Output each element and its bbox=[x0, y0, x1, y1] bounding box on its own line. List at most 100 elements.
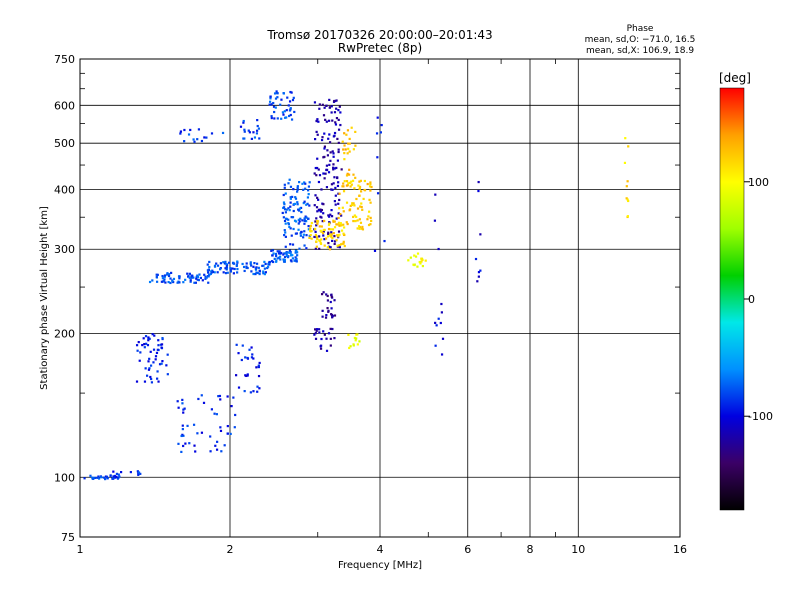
data-point bbox=[349, 185, 352, 188]
data-point bbox=[242, 137, 245, 140]
data-point bbox=[333, 176, 336, 179]
data-point bbox=[256, 390, 259, 393]
data-point bbox=[361, 228, 365, 231]
data-point bbox=[183, 407, 186, 410]
data-point bbox=[251, 353, 254, 356]
data-point bbox=[285, 254, 288, 257]
data-point bbox=[192, 423, 196, 426]
data-point bbox=[294, 256, 297, 259]
data-point bbox=[335, 116, 339, 120]
data-point bbox=[344, 148, 347, 151]
data-point bbox=[194, 450, 197, 453]
data-point bbox=[196, 275, 200, 279]
data-point bbox=[156, 377, 159, 380]
data-point bbox=[167, 274, 171, 278]
data-point bbox=[232, 261, 235, 264]
data-point bbox=[409, 256, 412, 259]
data-point bbox=[320, 208, 324, 212]
data-point bbox=[323, 238, 326, 241]
data-point bbox=[268, 260, 271, 264]
data-point bbox=[220, 450, 223, 453]
data-point bbox=[119, 470, 123, 474]
colorbar-tick-label: -100 bbox=[748, 410, 773, 423]
data-point bbox=[280, 117, 283, 120]
data-point bbox=[317, 198, 320, 201]
data-point bbox=[337, 212, 340, 215]
data-point bbox=[325, 164, 329, 167]
data-point bbox=[313, 328, 317, 331]
data-point bbox=[204, 275, 207, 278]
data-point bbox=[345, 174, 349, 177]
data-point bbox=[297, 228, 300, 231]
data-point bbox=[326, 294, 329, 298]
data-point bbox=[318, 174, 322, 177]
data-point bbox=[284, 211, 288, 214]
data-point bbox=[352, 148, 355, 151]
data-point bbox=[350, 180, 353, 183]
data-point bbox=[225, 262, 228, 266]
data-point bbox=[345, 221, 348, 224]
data-point bbox=[302, 188, 305, 191]
data-point bbox=[284, 217, 288, 220]
data-point bbox=[223, 262, 227, 265]
data-point bbox=[345, 184, 349, 187]
data-point bbox=[321, 220, 324, 223]
data-point bbox=[352, 173, 355, 176]
data-point bbox=[189, 276, 192, 279]
data-point bbox=[335, 217, 338, 220]
data-point bbox=[343, 152, 346, 155]
data-point bbox=[194, 281, 197, 284]
data-point bbox=[216, 271, 219, 274]
data-point bbox=[235, 263, 239, 266]
data-point bbox=[360, 202, 363, 205]
data-point bbox=[335, 166, 338, 170]
data-point bbox=[335, 99, 338, 102]
data-point bbox=[285, 208, 288, 211]
data-point bbox=[333, 226, 337, 229]
data-point bbox=[338, 192, 341, 195]
data-point bbox=[334, 194, 337, 197]
data-point bbox=[169, 281, 172, 285]
data-point bbox=[314, 230, 317, 233]
data-point bbox=[273, 117, 276, 120]
data-point bbox=[358, 340, 361, 343]
data-point bbox=[281, 111, 285, 114]
data-point bbox=[268, 263, 271, 266]
data-point bbox=[290, 216, 293, 219]
data-point bbox=[136, 470, 139, 473]
data-point bbox=[355, 197, 358, 201]
data-point bbox=[252, 131, 255, 134]
data-point bbox=[160, 280, 163, 283]
data-point bbox=[354, 130, 357, 134]
data-point bbox=[359, 221, 363, 224]
data-point bbox=[155, 273, 158, 276]
data-point bbox=[113, 475, 116, 478]
data-point bbox=[235, 264, 238, 268]
data-point bbox=[322, 212, 325, 215]
data-point bbox=[269, 97, 272, 100]
data-point bbox=[219, 429, 223, 433]
data-point bbox=[179, 130, 183, 133]
data-point bbox=[289, 185, 293, 188]
data-point bbox=[269, 95, 272, 98]
data-point bbox=[327, 332, 331, 335]
data-point bbox=[297, 218, 300, 221]
data-point bbox=[328, 222, 331, 225]
data-point bbox=[297, 208, 300, 211]
data-point bbox=[138, 359, 141, 362]
data-point bbox=[292, 96, 295, 99]
data-point bbox=[289, 113, 292, 117]
data-point bbox=[225, 268, 228, 271]
data-point bbox=[319, 210, 323, 213]
data-point bbox=[369, 182, 372, 186]
data-point bbox=[329, 151, 332, 154]
data-point bbox=[255, 366, 258, 369]
data-point bbox=[172, 277, 176, 281]
data-point bbox=[275, 90, 278, 93]
data-point bbox=[332, 163, 335, 166]
data-point bbox=[337, 128, 341, 131]
data-point bbox=[440, 353, 444, 356]
data-point bbox=[268, 103, 271, 106]
data-point bbox=[321, 315, 324, 318]
data-point bbox=[227, 261, 231, 264]
